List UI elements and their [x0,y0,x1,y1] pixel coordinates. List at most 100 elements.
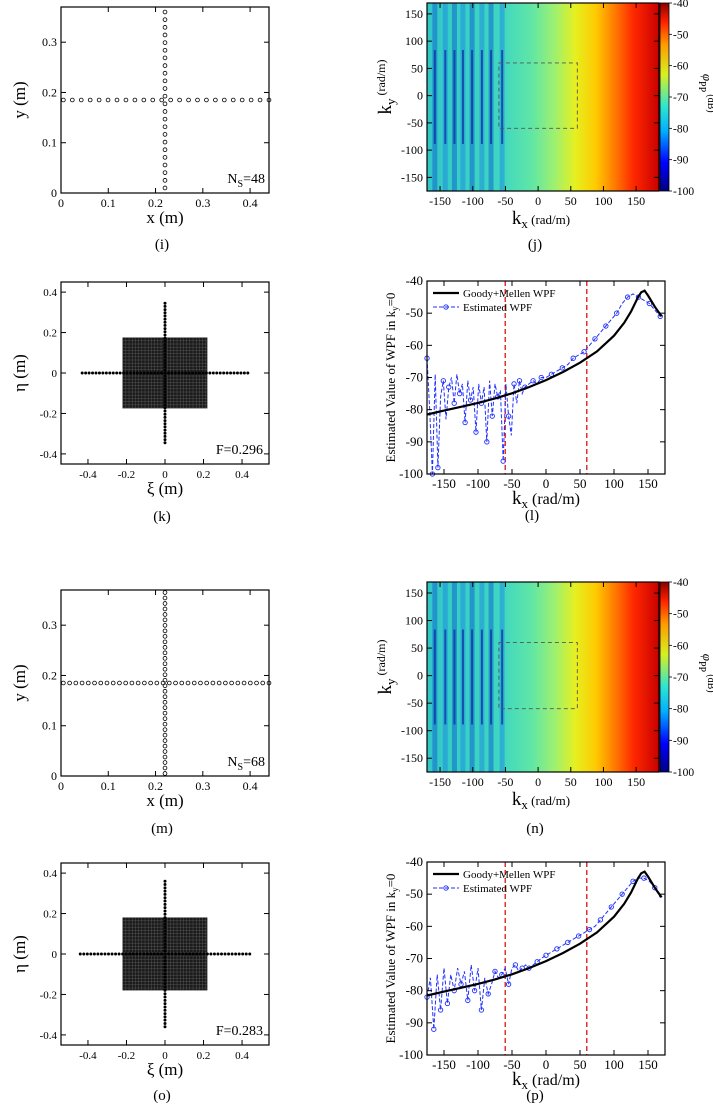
estimated-point [456,390,463,397]
estimated-point [586,926,593,933]
sensor-point [230,97,236,103]
sensor-point [150,97,156,103]
y-tick-label: -90 [406,1015,423,1030]
sensor-point [162,9,168,15]
sensor-point [241,680,247,686]
coarray-point [117,952,121,956]
estimated-point [492,968,498,975]
sensor-point [162,721,168,727]
x-tick-label: -100 [462,194,484,208]
panel-label-j: (j) [528,237,542,253]
coarray-point [187,371,191,375]
coarray-point [163,1021,167,1025]
sensor-point [141,97,147,103]
coarray-point [101,371,105,375]
x-tick-label: -100 [466,1057,490,1072]
heatmap-streak-core [471,629,474,725]
coarray-point [163,949,167,953]
heatmap-streak-core [444,50,447,144]
coarray-point [163,932,167,936]
coarray-point [163,377,167,381]
coarray-point [230,952,234,956]
coarray-point [163,361,167,365]
coarray-point [124,952,128,956]
sensor-point [191,680,197,686]
x-tick-label: -150 [432,1057,456,1072]
sensor-count-annotation: NS=68 [227,755,265,773]
layout-chart-m: 0 0.1 0.2 0.3 0.4 0 0.1 0.2 0.3 x (m) y (m) NS=68 [10,589,272,810]
y-tick-label: 0 [417,89,423,103]
annotation-rest: =68 [243,755,265,770]
estimated-point [440,378,446,384]
x-tick-label: -100 [462,775,484,789]
y-tick-label: -50 [407,116,423,130]
sensor-point [216,680,222,686]
coarray-point [201,371,205,375]
coarray-point [180,371,184,375]
sensor-point [148,680,153,686]
coarray-point [115,371,119,375]
sensor-point [104,680,110,686]
resolved-region-box [498,62,578,129]
heatmap-field [427,582,659,772]
estimated-point [543,952,549,958]
x-tick-label: 0 [162,469,168,481]
x-tick-label: 0.4 [235,469,249,481]
colorbar-tick-label: -90 [673,155,689,167]
estimated-point [530,378,536,384]
colorbar-tick-label: -70 [673,92,689,104]
x-axis-label: kx (rad/m) [512,488,580,511]
coarray-point [163,962,167,966]
x-tick-label: 0.2 [197,1050,211,1062]
coarray-point [235,371,239,375]
coarray-point [163,349,167,353]
panel-label-p: (p) [526,1088,544,1104]
legend-label-goody-mellen: Goody+Mellen WPF [463,869,555,881]
sensor-point [162,70,168,76]
y-tick-label: -100 [401,143,423,157]
colorbar-label-main: φ [700,654,713,661]
heatmap-streak-core [444,629,447,725]
sensor-point [162,132,168,137]
heatmap-streak-core [453,50,456,144]
panel-label-m: (m) [151,821,173,837]
y-axis-label: η (m) [10,354,29,392]
y-tick-label: 0 [52,368,58,380]
coarray-point [125,371,129,375]
panel-labels: (i) (j) (k) (l) (m) (n) (o) (p) [151,237,544,1104]
heatmap-chart-j: -150 -100 -50 0 50 100 150 -150 -100 -50 0 50 100 150… [374,0,713,231]
coarray-point [163,886,167,890]
legend-label-goody-mellen: Goody+Mellen WPF [463,288,555,300]
coarray-point [163,896,167,900]
sensor-point [61,97,66,103]
coarray-point [163,929,167,933]
coarray-point [163,892,167,896]
plot-frame [60,6,270,194]
coarray-point [135,952,139,956]
sensor-point [162,40,168,45]
y-tick-label: -40 [406,854,423,869]
coarray-point [229,371,233,375]
legend-label-estimated: Estimated WPF [463,302,532,314]
sensor-point [260,680,266,686]
sensor-point [162,710,168,716]
x-tick-label: -50 [503,1057,520,1072]
plot-frame [426,861,666,1056]
plot-frame [426,581,660,773]
coarray-point [91,371,95,375]
x-tick-label: 0.2 [148,196,163,210]
estimated-point [581,349,587,355]
sensor-point [162,595,168,601]
coarray-point [163,374,167,378]
estimated-point [444,1000,451,1007]
coarray-point [163,384,167,388]
coarray-point [160,371,164,375]
sensor-point [254,680,259,686]
coarray-point [173,371,177,375]
y-tick-label: -80 [406,402,423,417]
estimated-point [646,300,653,307]
coarray-point [163,406,167,410]
x-tick-label: -50 [497,775,513,789]
sensor-point [221,97,227,103]
colorbar-label: φPP (dB) [696,74,713,113]
